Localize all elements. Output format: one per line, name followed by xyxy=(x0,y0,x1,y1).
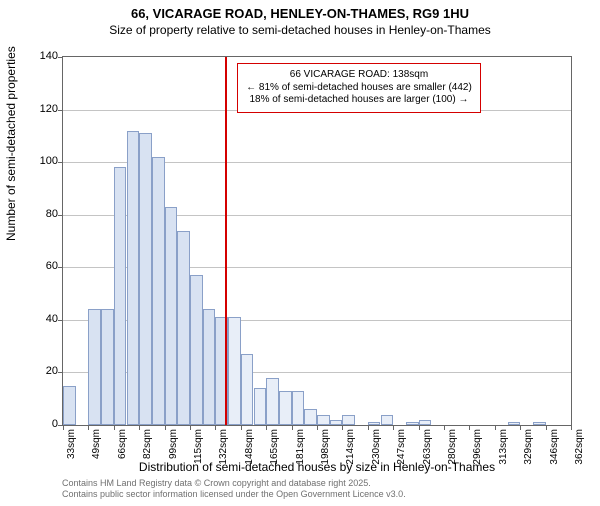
histogram-bar xyxy=(266,378,279,425)
histogram-bar xyxy=(381,415,394,426)
x-tick-mark xyxy=(63,425,64,430)
histogram-bar xyxy=(317,415,330,426)
x-tick-mark xyxy=(241,425,242,430)
x-tick-mark xyxy=(469,425,470,430)
histogram-bar xyxy=(165,207,178,425)
histogram-bar xyxy=(177,231,190,426)
y-tick-label: 80 xyxy=(18,208,58,220)
histogram-bar xyxy=(139,133,152,425)
histogram-bar xyxy=(88,309,101,425)
histogram-bar xyxy=(101,309,114,425)
y-tick-mark xyxy=(58,110,63,111)
x-tick-mark xyxy=(419,425,420,430)
annotation-line: 18% of semi-detached houses are larger (… xyxy=(246,94,472,107)
x-tick-mark xyxy=(520,425,521,430)
histogram-bar xyxy=(190,275,203,425)
x-tick-mark xyxy=(114,425,115,430)
x-tick-mark xyxy=(190,425,191,430)
x-tick-mark xyxy=(317,425,318,430)
attribution-line-2: Contains public sector information licen… xyxy=(62,489,406,500)
y-tick-label: 0 xyxy=(18,418,58,430)
x-tick-mark xyxy=(88,425,89,430)
x-tick-label: 82sqm xyxy=(142,429,153,459)
x-tick-mark xyxy=(266,425,267,430)
histogram-bar xyxy=(63,386,76,425)
x-tick-label: 66sqm xyxy=(117,429,128,459)
y-tick-label: 40 xyxy=(18,313,58,325)
histogram-bar xyxy=(114,167,127,425)
histogram-bar xyxy=(279,391,292,425)
histogram-bar xyxy=(342,415,355,426)
x-tick-label: 362sqm xyxy=(574,429,585,465)
histogram-bar xyxy=(292,391,305,425)
histogram-bar xyxy=(368,422,381,425)
page-subtitle: Size of property relative to semi-detach… xyxy=(0,23,600,37)
x-tick-mark xyxy=(571,425,572,430)
marker-line xyxy=(225,57,227,425)
y-axis-label: Number of semi-detached properties xyxy=(4,46,18,241)
y-tick-mark xyxy=(58,267,63,268)
histogram-plot: 33sqm49sqm66sqm82sqm99sqm115sqm132sqm148… xyxy=(62,56,572,426)
y-tick-mark xyxy=(58,320,63,321)
x-axis-label: Distribution of semi-detached houses by … xyxy=(62,460,572,474)
x-tick-mark xyxy=(165,425,166,430)
y-tick-label: 120 xyxy=(18,103,58,115)
x-tick-mark xyxy=(444,425,445,430)
x-tick-mark xyxy=(393,425,394,430)
x-tick-mark xyxy=(546,425,547,430)
x-tick-mark xyxy=(368,425,369,430)
y-tick-label: 20 xyxy=(18,365,58,377)
x-tick-label: 115sqm xyxy=(193,429,204,464)
annotation-line: ← 81% of semi-detached houses are smalle… xyxy=(246,82,472,95)
x-tick-label: 33sqm xyxy=(66,429,77,459)
histogram-bar xyxy=(419,420,432,425)
y-tick-mark xyxy=(58,215,63,216)
y-tick-mark xyxy=(58,372,63,373)
histogram-bar xyxy=(203,309,216,425)
y-tick-label: 60 xyxy=(18,260,58,272)
histogram-bar xyxy=(228,317,241,425)
histogram-bar xyxy=(304,409,317,425)
histogram-bar xyxy=(152,157,165,425)
histogram-bar xyxy=(127,131,140,425)
annotation-line: 66 VICARAGE ROAD: 138sqm xyxy=(246,69,472,82)
y-tick-label: 100 xyxy=(18,155,58,167)
histogram-bar xyxy=(533,422,546,425)
x-tick-mark xyxy=(292,425,293,430)
histogram-bar xyxy=(241,354,254,425)
y-tick-mark xyxy=(58,57,63,58)
x-tick-label: 49sqm xyxy=(91,429,102,459)
x-tick-mark xyxy=(139,425,140,430)
page-title: 66, VICARAGE ROAD, HENLEY-ON-THAMES, RG9… xyxy=(0,6,600,21)
y-tick-mark xyxy=(58,162,63,163)
histogram-bar xyxy=(254,388,267,425)
x-tick-label: 99sqm xyxy=(168,429,179,459)
histogram-bar xyxy=(330,420,343,425)
attribution-text: Contains HM Land Registry data © Crown c… xyxy=(62,478,406,501)
histogram-bar xyxy=(508,422,521,425)
x-tick-mark xyxy=(342,425,343,430)
histogram-bar xyxy=(406,422,419,425)
x-tick-mark xyxy=(215,425,216,430)
attribution-line-1: Contains HM Land Registry data © Crown c… xyxy=(62,478,406,489)
x-tick-mark xyxy=(495,425,496,430)
y-tick-label: 140 xyxy=(18,50,58,62)
annotation-box: 66 VICARAGE ROAD: 138sqm← 81% of semi-de… xyxy=(237,63,481,113)
